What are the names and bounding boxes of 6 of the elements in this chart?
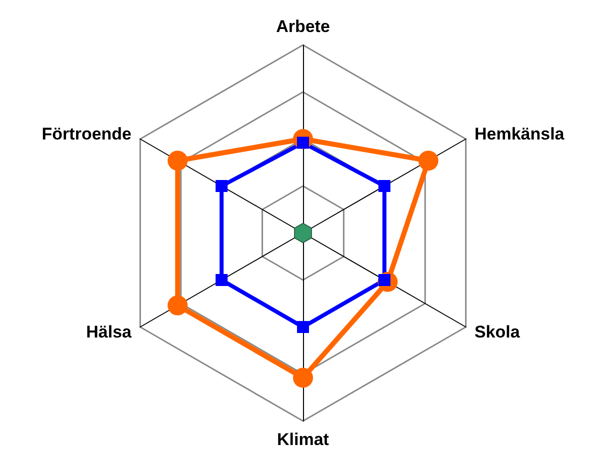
spoke-label: Hälsa [86, 322, 132, 342]
spoke-label: Arbete [276, 17, 330, 36]
spoke-label: Förtroende [42, 124, 132, 144]
spoke-label: Skola [474, 322, 520, 342]
spoke-label: Klimat [277, 430, 330, 449]
spoke-label: Hemkänsla [474, 124, 565, 144]
